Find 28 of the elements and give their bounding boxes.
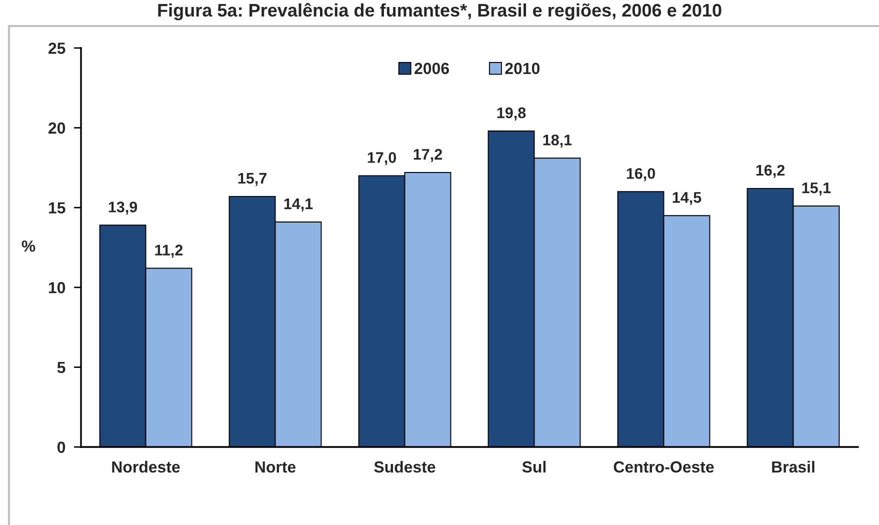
- legend-label: 2006: [414, 62, 449, 74]
- x-tick-label: Nordeste: [112, 460, 180, 473]
- y-tick-label: 25: [48, 42, 66, 54]
- data-label: 17,2: [414, 148, 442, 162]
- data-label: 15,7: [238, 173, 266, 186]
- data-label: 14,5: [672, 192, 702, 206]
- data-label: 17,0: [368, 152, 396, 166]
- y-tick-label: 0: [57, 442, 66, 453]
- x-tick-label: Sul: [522, 460, 546, 473]
- y-axis-title: %: [22, 240, 36, 252]
- data-label: 16,0: [626, 168, 656, 182]
- data-label: 14,1: [284, 198, 313, 212]
- data-label: 19,8: [497, 107, 526, 120]
- data-label: 13,9: [108, 202, 138, 215]
- chart-title: Figura 5a: Prevalência de fumantes*, Brasil e regiões, 2006 e 2010: [158, 3, 722, 20]
- data-label: 11,2: [155, 244, 183, 258]
- data-label: 18,1: [543, 134, 572, 148]
- x-tick-label: Centro-Oeste: [614, 461, 714, 473]
- y-tick-label: 5: [57, 362, 66, 374]
- x-tick-label: Brasil: [772, 460, 814, 473]
- y-tick-label: 20: [48, 122, 66, 134]
- x-tick-label: Sudeste: [374, 460, 436, 473]
- y-tick-label: 10: [48, 282, 66, 294]
- x-tick-label: Norte: [255, 461, 296, 473]
- y-tick-label: 15: [48, 202, 66, 214]
- data-label: 15,1: [802, 182, 831, 196]
- data-label: 16,2: [756, 164, 785, 178]
- legend-label: 2010: [505, 62, 540, 74]
